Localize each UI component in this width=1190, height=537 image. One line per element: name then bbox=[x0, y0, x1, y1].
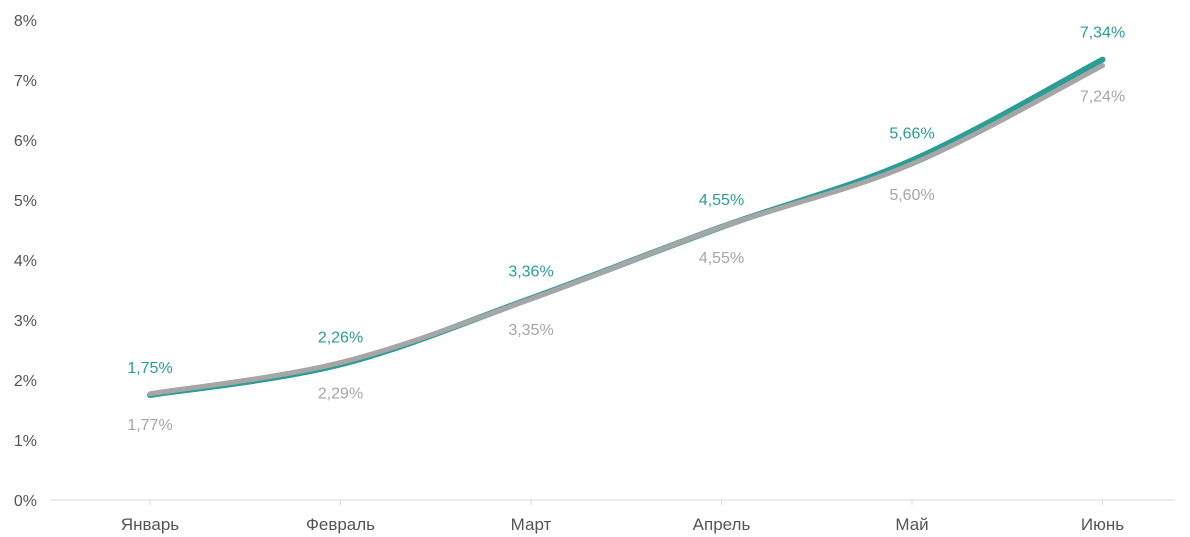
x-tick-label: Июнь bbox=[1081, 515, 1124, 534]
y-tick-label: 4% bbox=[14, 253, 37, 270]
y-tick-label: 8% bbox=[14, 13, 37, 30]
y-tick-label: 3% bbox=[14, 313, 37, 330]
y-tick-label: 6% bbox=[14, 133, 37, 150]
x-tick-label: Апрель bbox=[693, 515, 751, 534]
y-tick-label: 2% bbox=[14, 373, 37, 390]
data-label-series-2: 3,35% bbox=[508, 322, 553, 339]
data-label-series-1: 4,55% bbox=[699, 192, 744, 209]
x-tick-label: Февраль bbox=[306, 515, 375, 534]
axes: 0% 1% 2% 3% 4% 5% 6% 7% 8% Январь Февраль Март Апрел… bbox=[14, 13, 1175, 534]
data-label-series-2: 2,29% bbox=[318, 386, 363, 403]
data-label-series-1: 3,36% bbox=[508, 263, 553, 280]
data-label-series-2: 1,77% bbox=[127, 417, 172, 434]
data-label-series-1: 7,34% bbox=[1080, 25, 1125, 42]
y-tick-label: 5% bbox=[14, 193, 37, 210]
series-layer bbox=[147, 56, 1106, 398]
y-tick-label: 1% bbox=[14, 433, 37, 450]
data-labels: 1,75% 2,26% 3,36% 4,55% 5,66% 7,34% 1,77% 2,29%… bbox=[127, 25, 1125, 434]
data-label-series-1: 1,75% bbox=[127, 360, 172, 377]
y-tick-label: 7% bbox=[14, 73, 37, 90]
data-label-series-1: 2,26% bbox=[318, 329, 363, 346]
series-line-2 bbox=[147, 63, 1105, 397]
data-label-series-2: 7,24% bbox=[1080, 89, 1125, 106]
y-tick-label: 0% bbox=[14, 493, 37, 510]
series-line-1 bbox=[147, 56, 1106, 398]
data-label-series-2: 5,60% bbox=[889, 187, 934, 204]
x-tick-label: Январь bbox=[121, 515, 179, 534]
x-tick-label: Май bbox=[895, 515, 928, 534]
data-label-series-1: 5,66% bbox=[889, 125, 934, 142]
data-label-series-2: 4,55% bbox=[699, 250, 744, 267]
x-tick-label: Март bbox=[511, 515, 552, 534]
